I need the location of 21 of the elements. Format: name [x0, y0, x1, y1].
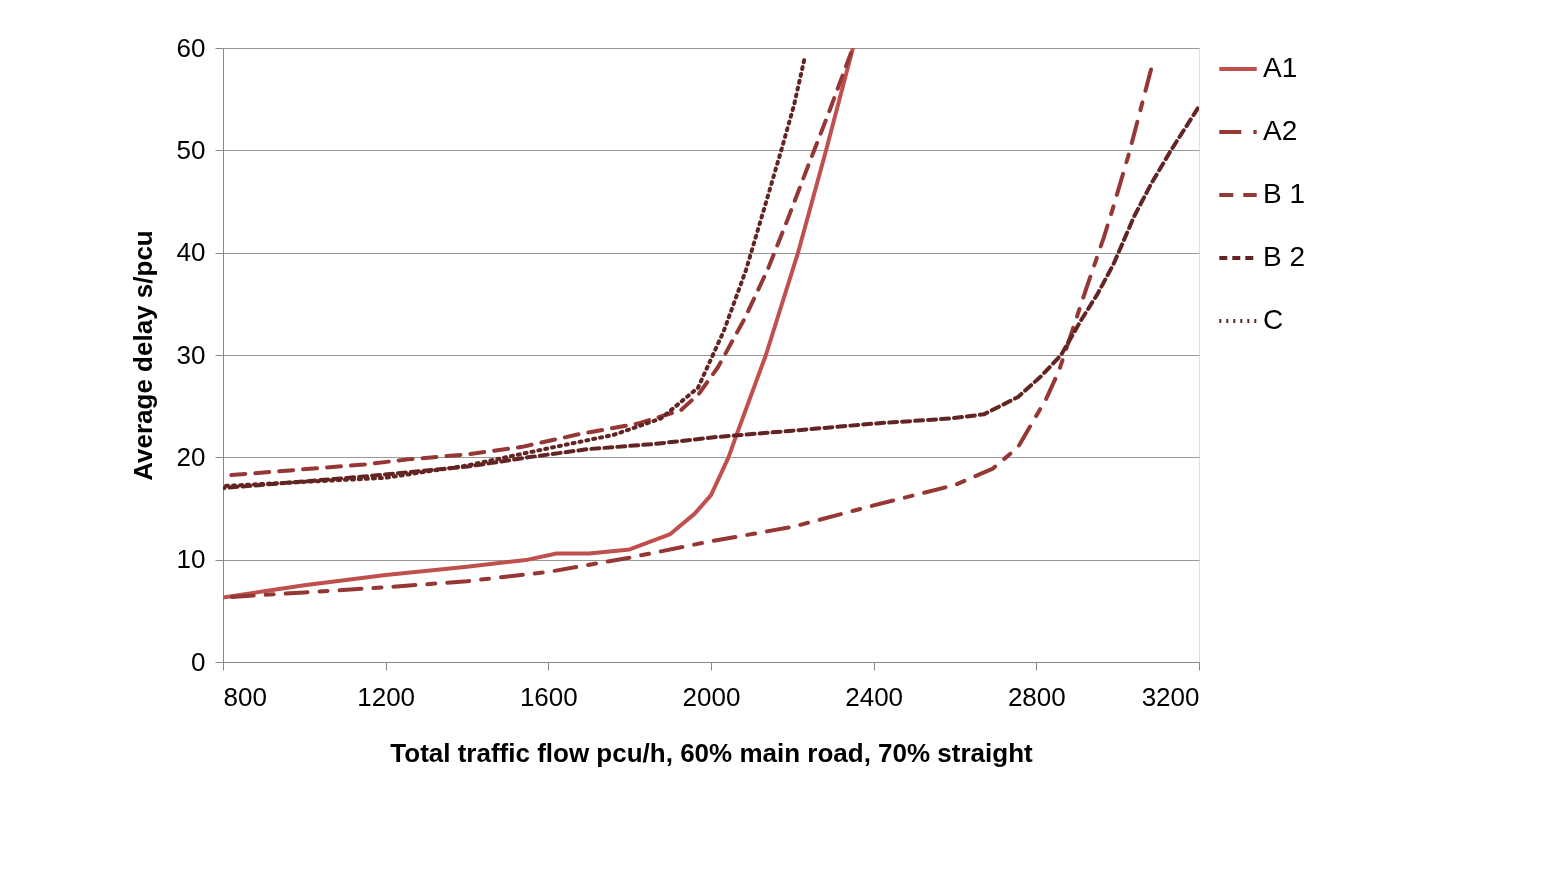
x-axis-title: Total traffic flow pcu/h, 60% main road, 70% straight	[390, 737, 1034, 768]
legend-label: A1	[1263, 52, 1298, 83]
x-tick-label: 2800	[1007, 681, 1066, 712]
y-tick-label: 20	[176, 441, 206, 472]
legend-label: B 1	[1263, 178, 1306, 209]
legend-label: A2	[1263, 115, 1298, 146]
y-tick-label: 40	[176, 237, 206, 268]
x-tick-label: 3200	[1141, 681, 1200, 712]
y-tick-label: 10	[176, 544, 206, 575]
legend-label: B 2	[1263, 241, 1306, 272]
x-tick-label: 1600	[519, 681, 578, 712]
y-axis-title: Average delay s/pcu	[127, 230, 158, 481]
x-tick-label: 1200	[357, 681, 416, 712]
x-tick-label: 2000	[682, 681, 741, 712]
x-tick-label: 2400	[845, 681, 904, 712]
legend-label: C	[1263, 304, 1284, 335]
y-tick-label: 60	[176, 32, 206, 63]
y-tick-label: 0	[191, 646, 206, 677]
x-tick-label: 800	[223, 681, 267, 712]
y-tick-label: 30	[176, 339, 206, 370]
y-tick-label: 50	[176, 134, 206, 165]
